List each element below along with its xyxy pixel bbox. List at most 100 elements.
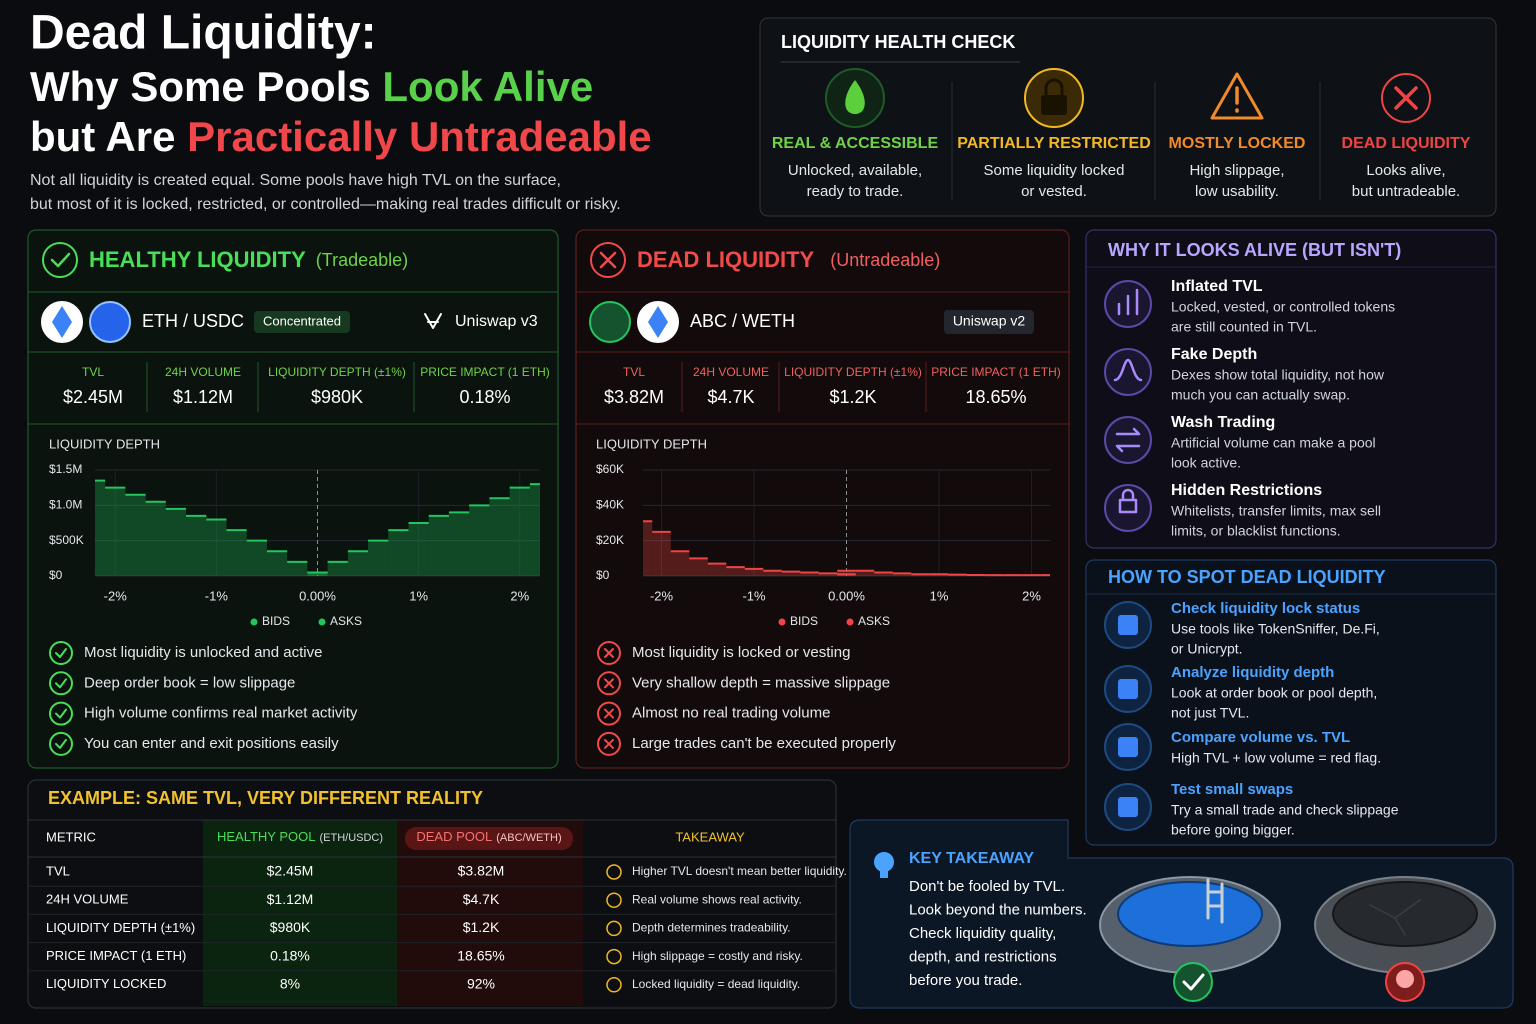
chart-title: LIQUIDITY DEPTH — [49, 436, 160, 451]
depth-step — [689, 558, 708, 576]
panel-title: HOW TO SPOT DEAD LIQUIDITY — [1108, 567, 1386, 587]
dead-value: $1.2K — [463, 919, 500, 935]
depth-step — [307, 572, 328, 576]
depth-step — [726, 567, 745, 576]
depth-step — [744, 568, 764, 576]
item-text: Artificial volume can make a pool — [1171, 435, 1376, 451]
icon-glyph — [845, 80, 865, 114]
table-header: HEALTHY POOL (ETH/USDC) — [217, 829, 383, 844]
item-text: look active. — [1171, 455, 1241, 471]
point-icon — [597, 731, 621, 756]
icon-glyph — [604, 738, 614, 749]
depth-step — [206, 519, 227, 576]
status-desc: Unlocked, available, — [788, 162, 922, 179]
depth-step — [246, 540, 267, 576]
item-title: Hidden Restrictions — [1171, 482, 1322, 499]
stat-label: 24H VOLUME — [165, 365, 241, 379]
depth-step — [643, 521, 653, 576]
depth-step — [448, 512, 470, 576]
y-tick-label: $1.5M — [49, 462, 82, 476]
x-tick-label: 1% — [409, 588, 428, 603]
x-tick-label: 2% — [1022, 588, 1041, 603]
title-line: Why Some Pools Look Alive — [30, 63, 593, 110]
token-icon — [89, 301, 131, 343]
item-text: Dexes show total liquidity, not how — [1171, 367, 1385, 383]
status-desc: ready to trade. — [807, 183, 904, 200]
panel-title: EXAMPLE: SAME TVL, VERY DIFFERENT REALIT… — [48, 788, 483, 808]
table-header-part: (ETH/USDC) — [319, 832, 383, 844]
icon-glyph — [604, 648, 614, 658]
metric: PRICE IMPACT (1 ETH) — [46, 948, 186, 963]
title-line-part: Look Alive — [382, 63, 593, 110]
y-tick-label: $0 — [49, 568, 63, 582]
why-icon — [1104, 348, 1152, 396]
icon-glyph — [1113, 358, 1143, 382]
badge-bg — [254, 311, 350, 333]
takeaway-icon — [606, 977, 622, 993]
status-desc: Some liquidity locked — [984, 162, 1125, 179]
point-text: You can enter and exit positions easily — [84, 735, 339, 752]
chart-title: LIQUIDITY DEPTH — [596, 436, 707, 451]
depth-step — [287, 561, 308, 576]
item-text: before going bigger. — [1171, 822, 1295, 838]
point-text: Very shallow depth = massive slippage — [632, 674, 890, 691]
legend-dot — [778, 618, 786, 626]
legend-dot — [846, 618, 854, 626]
icon-glyph — [50, 252, 71, 268]
pool-water — [1117, 881, 1263, 947]
dex-icon — [424, 313, 442, 329]
pool-empty — [1332, 881, 1478, 947]
healthy-value: 0.18% — [270, 947, 310, 963]
stat-value: $1.12M — [173, 387, 233, 407]
pool-title-part: HEALTHY LIQUIDITY — [89, 247, 306, 272]
item-text: limits, or blacklist functions. — [1171, 523, 1341, 539]
item-title: Wash Trading — [1171, 414, 1275, 431]
dead-pill — [405, 827, 573, 850]
skull-glyph — [1396, 970, 1414, 988]
point-icon — [49, 701, 73, 726]
eth-glyph — [648, 306, 668, 338]
stat-value: $1.2K — [829, 387, 876, 407]
depth-step — [327, 561, 348, 576]
panel-title: KEY TAKEAWAY — [909, 850, 1034, 867]
table-header-part: (ABC/WETH) — [496, 832, 561, 844]
status-icon — [590, 242, 626, 278]
takeaway-text: Locked liquidity = dead liquidity. — [632, 977, 800, 991]
why-panel — [1085, 229, 1497, 549]
status-desc: but untradeable. — [1352, 183, 1460, 200]
status-label: PARTIALLY RESTRICTED — [957, 135, 1151, 152]
legend-dot — [318, 618, 326, 626]
depth-step — [226, 530, 247, 576]
x-tick-label: -1% — [205, 588, 229, 603]
why-icon — [1104, 484, 1152, 532]
item-title: Check liquidity lock status — [1171, 600, 1360, 617]
point-text: High volume confirms real market activit… — [84, 705, 358, 722]
takeaway-line: Don't be fooled by TVL. — [909, 878, 1065, 895]
depth-step — [781, 571, 801, 576]
stat-label: PRICE IMPACT (1 ETH) — [931, 365, 1061, 379]
pool-title-part: (Tradeable) — [316, 250, 408, 270]
eth-glyph — [52, 306, 72, 338]
item-text: Use tools like TokenSniffer, De.Fi, — [1171, 621, 1380, 637]
icon-glyph — [1118, 737, 1138, 757]
pool-panel — [575, 229, 1070, 769]
takeaway-text: Higher TVL doesn't mean better liquidity… — [632, 864, 847, 878]
dead-col — [397, 820, 583, 1006]
icon-glyph — [1118, 797, 1138, 817]
depth-step — [652, 531, 671, 576]
metric: LIQUIDITY LOCKED — [46, 976, 166, 991]
item-text: Look at order book or pool depth, — [1171, 685, 1377, 701]
item-title: Compare volume vs. TVL — [1171, 729, 1350, 746]
depth-step — [818, 573, 838, 576]
pair: ETH / USDC — [142, 311, 244, 331]
status-label: REAL & ACCESSIBLE — [772, 135, 939, 152]
depth-step — [368, 540, 389, 576]
legend-label: BIDS — [262, 614, 290, 628]
table-header: METRIC — [46, 829, 96, 844]
depth-step — [469, 505, 490, 576]
item-text: much you can actually swap. — [1171, 387, 1350, 403]
title-line: but Are Practically Untradeable — [30, 113, 652, 160]
stat-label: PRICE IMPACT (1 ETH) — [420, 365, 550, 379]
item-title: Analyze liquidity depth — [1171, 664, 1334, 681]
